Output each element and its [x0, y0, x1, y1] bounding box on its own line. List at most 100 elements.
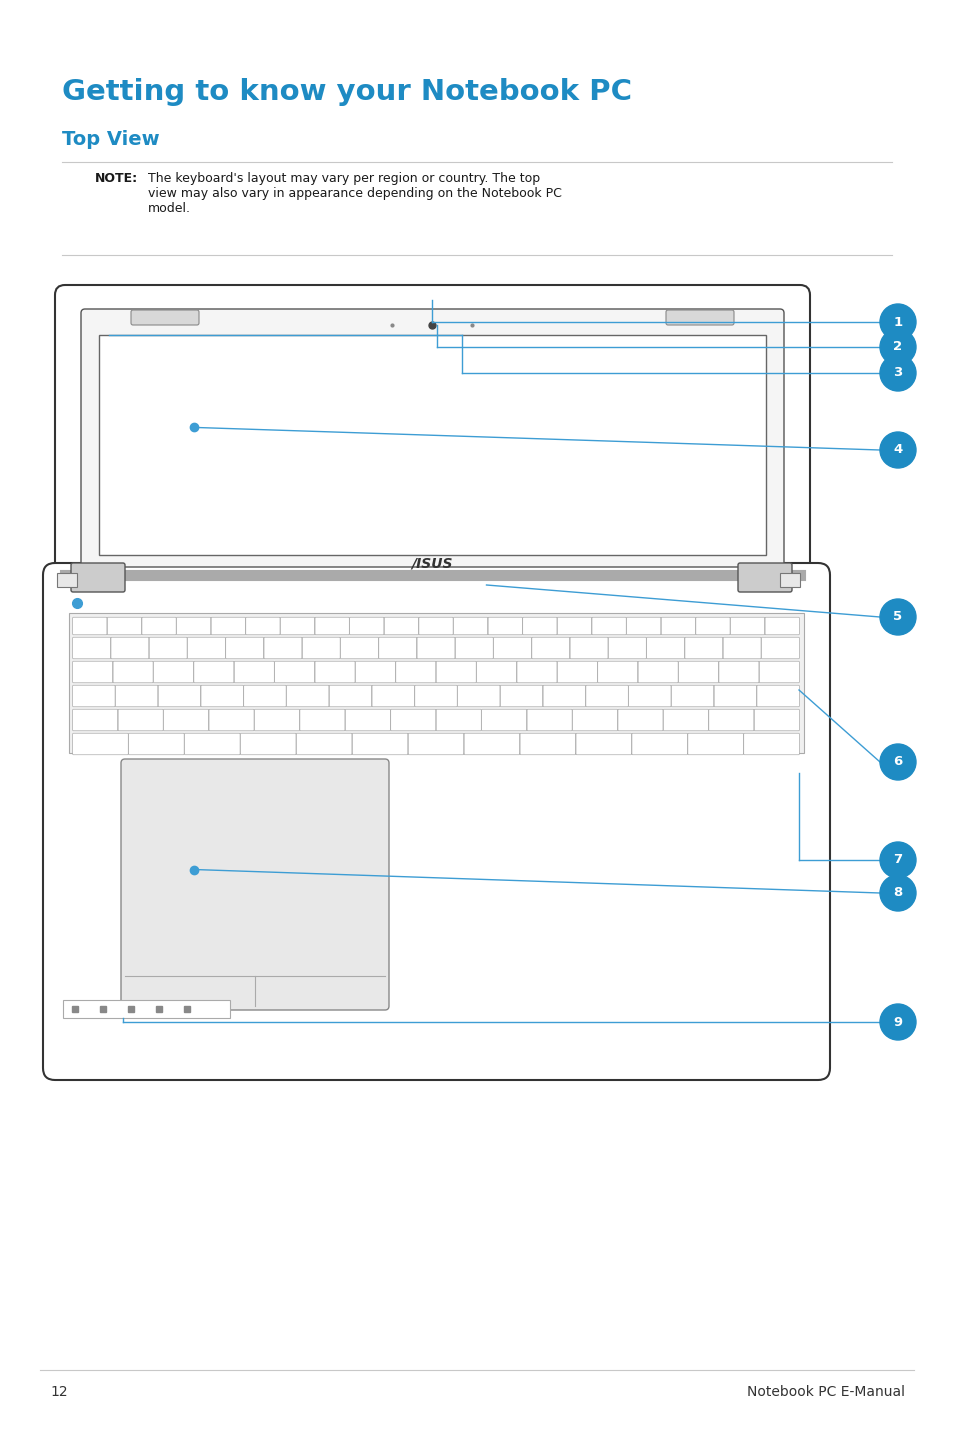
FancyBboxPatch shape — [660, 617, 695, 634]
FancyBboxPatch shape — [626, 617, 660, 634]
FancyBboxPatch shape — [760, 637, 799, 659]
FancyBboxPatch shape — [372, 684, 414, 707]
FancyBboxPatch shape — [730, 617, 764, 634]
FancyBboxPatch shape — [176, 617, 211, 634]
FancyBboxPatch shape — [408, 733, 463, 755]
Text: 2: 2 — [893, 341, 902, 354]
FancyBboxPatch shape — [708, 709, 753, 731]
FancyBboxPatch shape — [72, 684, 115, 707]
FancyBboxPatch shape — [391, 709, 436, 731]
FancyBboxPatch shape — [598, 661, 637, 683]
FancyBboxPatch shape — [193, 661, 233, 683]
FancyBboxPatch shape — [244, 684, 286, 707]
FancyBboxPatch shape — [149, 637, 187, 659]
FancyBboxPatch shape — [671, 684, 713, 707]
FancyBboxPatch shape — [296, 733, 352, 755]
FancyBboxPatch shape — [72, 661, 112, 683]
Text: 8: 8 — [892, 886, 902, 900]
FancyBboxPatch shape — [618, 709, 662, 731]
FancyBboxPatch shape — [184, 733, 240, 755]
FancyBboxPatch shape — [314, 617, 349, 634]
Text: 1: 1 — [893, 315, 902, 328]
FancyBboxPatch shape — [499, 684, 542, 707]
FancyBboxPatch shape — [455, 637, 493, 659]
FancyBboxPatch shape — [542, 684, 585, 707]
FancyBboxPatch shape — [299, 709, 345, 731]
FancyBboxPatch shape — [738, 564, 791, 592]
FancyBboxPatch shape — [131, 311, 199, 325]
Text: Top View: Top View — [62, 129, 159, 150]
Text: The keyboard's layout may vary per region or country. The top
view may also vary: The keyboard's layout may vary per regio… — [148, 173, 561, 216]
FancyBboxPatch shape — [286, 684, 329, 707]
Text: 6: 6 — [892, 755, 902, 768]
FancyBboxPatch shape — [302, 637, 340, 659]
FancyBboxPatch shape — [754, 709, 799, 731]
FancyBboxPatch shape — [722, 637, 760, 659]
Circle shape — [879, 743, 915, 779]
FancyBboxPatch shape — [453, 617, 487, 634]
FancyBboxPatch shape — [142, 617, 176, 634]
FancyBboxPatch shape — [756, 684, 799, 707]
FancyBboxPatch shape — [695, 617, 729, 634]
FancyBboxPatch shape — [350, 617, 383, 634]
FancyBboxPatch shape — [115, 684, 157, 707]
FancyBboxPatch shape — [314, 661, 355, 683]
FancyBboxPatch shape — [211, 617, 245, 634]
FancyBboxPatch shape — [201, 684, 243, 707]
FancyBboxPatch shape — [71, 564, 125, 592]
FancyBboxPatch shape — [234, 661, 274, 683]
FancyBboxPatch shape — [481, 709, 526, 731]
Circle shape — [879, 431, 915, 467]
FancyBboxPatch shape — [780, 572, 800, 587]
FancyBboxPatch shape — [665, 311, 733, 325]
FancyBboxPatch shape — [43, 564, 829, 1080]
FancyBboxPatch shape — [121, 759, 389, 1009]
FancyBboxPatch shape — [687, 733, 742, 755]
FancyBboxPatch shape — [72, 733, 128, 755]
Text: 4: 4 — [892, 443, 902, 456]
FancyBboxPatch shape — [493, 637, 531, 659]
FancyBboxPatch shape — [72, 617, 107, 634]
FancyBboxPatch shape — [576, 733, 631, 755]
FancyBboxPatch shape — [684, 637, 722, 659]
FancyBboxPatch shape — [526, 709, 572, 731]
FancyBboxPatch shape — [340, 637, 378, 659]
FancyBboxPatch shape — [628, 684, 670, 707]
FancyBboxPatch shape — [352, 733, 408, 755]
FancyBboxPatch shape — [264, 637, 301, 659]
Circle shape — [879, 600, 915, 636]
Circle shape — [879, 843, 915, 879]
FancyBboxPatch shape — [55, 285, 809, 585]
FancyBboxPatch shape — [280, 617, 314, 634]
FancyBboxPatch shape — [714, 684, 756, 707]
FancyBboxPatch shape — [570, 637, 607, 659]
FancyBboxPatch shape — [99, 335, 765, 555]
Text: 9: 9 — [893, 1015, 902, 1028]
FancyBboxPatch shape — [464, 733, 519, 755]
Circle shape — [879, 329, 915, 365]
FancyBboxPatch shape — [163, 709, 209, 731]
FancyBboxPatch shape — [678, 661, 718, 683]
FancyBboxPatch shape — [608, 637, 645, 659]
FancyBboxPatch shape — [113, 661, 152, 683]
FancyBboxPatch shape — [719, 661, 759, 683]
FancyBboxPatch shape — [118, 709, 163, 731]
FancyBboxPatch shape — [743, 733, 799, 755]
FancyBboxPatch shape — [519, 733, 575, 755]
FancyBboxPatch shape — [345, 709, 390, 731]
FancyBboxPatch shape — [209, 709, 253, 731]
Text: /ISUS: /ISUS — [412, 557, 453, 571]
FancyBboxPatch shape — [592, 617, 625, 634]
FancyBboxPatch shape — [129, 733, 184, 755]
FancyBboxPatch shape — [457, 684, 499, 707]
FancyBboxPatch shape — [395, 661, 436, 683]
FancyBboxPatch shape — [246, 617, 280, 634]
FancyBboxPatch shape — [638, 661, 678, 683]
FancyBboxPatch shape — [662, 709, 708, 731]
FancyBboxPatch shape — [188, 637, 225, 659]
Text: 5: 5 — [893, 611, 902, 624]
FancyBboxPatch shape — [517, 661, 557, 683]
Circle shape — [879, 303, 915, 339]
Circle shape — [879, 874, 915, 912]
FancyBboxPatch shape — [274, 661, 314, 683]
